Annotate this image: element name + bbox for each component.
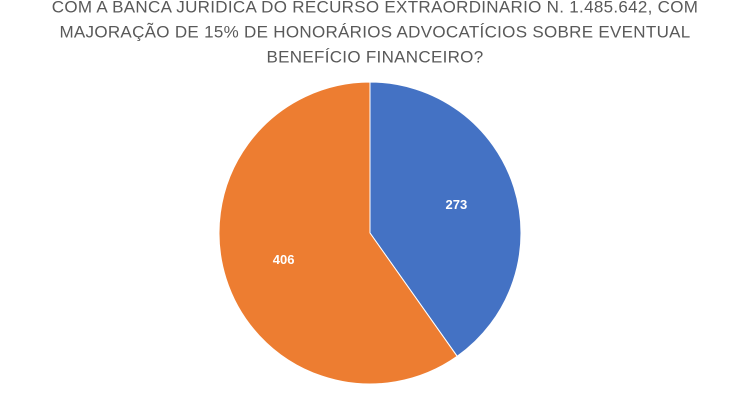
chart-title: COM A BANCA JURÍDICA DO RECURSO EXTRAORD… — [52, 0, 698, 66]
title-line: COM A BANCA JURÍDICA DO RECURSO EXTRAORD… — [52, 0, 698, 16]
pie-slice — [369, 81, 522, 357]
pie: 273 406 — [218, 81, 522, 385]
title-line: BENEFÍCIO FINANCEIRO? — [267, 47, 484, 66]
data-label: 273 — [445, 197, 467, 212]
title-line: MAJORAÇÃO DE 15% DE HONORÁRIOS ADVOCATÍC… — [59, 22, 690, 41]
pie-slice — [218, 81, 458, 385]
data-label: 406 — [273, 252, 295, 267]
